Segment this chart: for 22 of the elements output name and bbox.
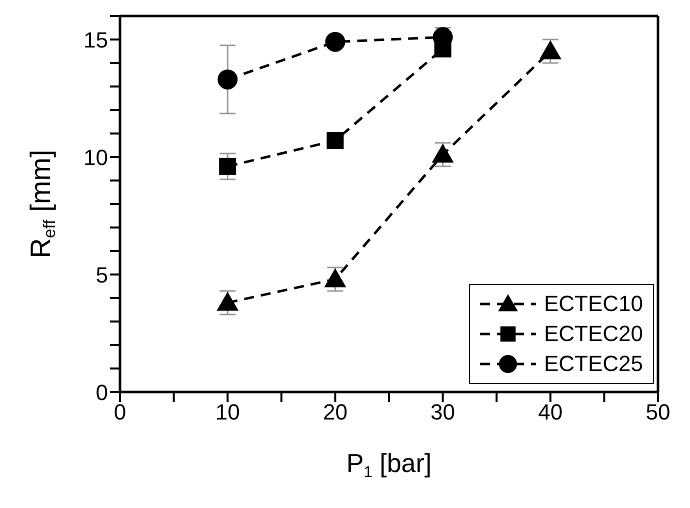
point	[219, 158, 236, 175]
point	[326, 132, 344, 150]
y-tick-label: 5	[96, 262, 108, 288]
y-tick-label: 15	[84, 27, 108, 52]
x-tick-label: 40	[538, 400, 563, 425]
x-tick-label: 10	[215, 400, 240, 425]
legend-label: ECTEC10	[544, 291, 643, 317]
y-tick-label: 0	[96, 380, 108, 405]
x-tick-label: 20	[322, 400, 348, 425]
legend-label: ECTEC20	[544, 321, 643, 347]
x-tick-label: 50	[646, 400, 670, 425]
point	[218, 69, 238, 90]
point	[216, 292, 239, 311]
x-tick-label: 30	[430, 400, 456, 425]
x-axis-title: P$_{1}$ [bar]	[346, 448, 432, 481]
point	[432, 144, 454, 163]
legend-label: ECTEC25	[544, 351, 643, 377]
x-tick-label: 0	[114, 400, 126, 425]
point	[539, 40, 562, 60]
point	[324, 268, 346, 288]
y-tick-label: 10	[84, 144, 108, 170]
point	[325, 32, 346, 52]
